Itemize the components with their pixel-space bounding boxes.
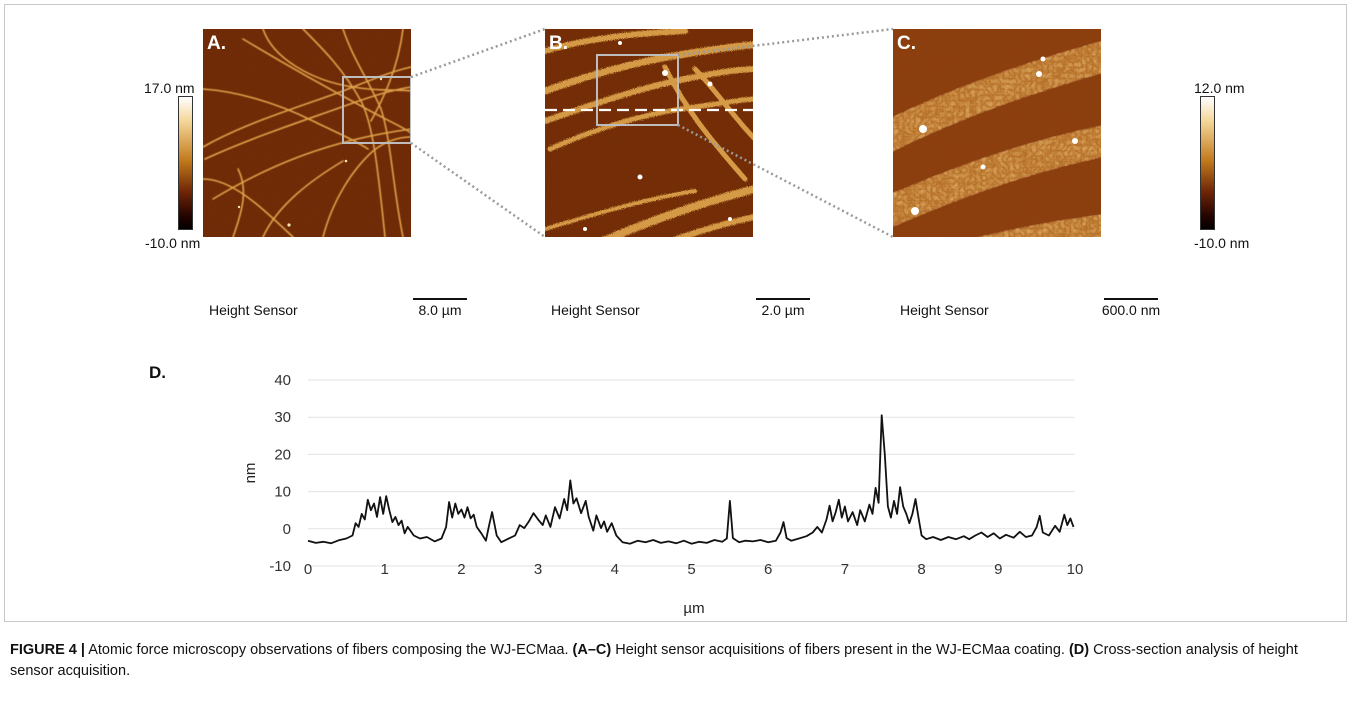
y-tick-label: 30	[274, 409, 291, 426]
caption-text-2: Height sensor acquisitions of fibers pre…	[611, 642, 1069, 658]
x-tick-label: 1	[381, 561, 389, 578]
panel-c-scalebar	[1104, 298, 1158, 300]
x-tick-label: 9	[994, 561, 1002, 578]
x-tick-label: 7	[841, 561, 849, 578]
x-tick-label: 8	[917, 561, 925, 578]
panel-c-label: C.	[897, 33, 916, 54]
afm-panel-c: C.	[893, 29, 1101, 237]
colorbar1-max: 17.0 nm	[144, 80, 195, 96]
panel-a-scalebar	[413, 298, 467, 300]
panel-c-scale: 600.0 nm	[1101, 302, 1161, 318]
colorbar2-min: -10.0 nm	[1194, 235, 1250, 251]
caption-bold-2: (D)	[1068, 642, 1090, 658]
panel-b-sensor: Height Sensor	[551, 302, 640, 318]
colorbar1	[178, 96, 193, 230]
afm-panel-b: B.	[545, 29, 753, 237]
y-tick-label: -10	[269, 558, 291, 575]
x-axis-label: µm	[683, 600, 704, 617]
panel-a-sensor: Height Sensor	[209, 302, 298, 318]
chart-y-ticks: -10 0 10 20 30 40	[269, 372, 291, 575]
panel-b-scalebar	[756, 298, 810, 300]
figure-frame	[4, 4, 1347, 622]
panel-c-sensor: Height Sensor	[900, 302, 989, 318]
colorbar2	[1200, 96, 1215, 230]
panel-b-scale: 2.0 µm	[761, 302, 805, 318]
caption-text-1: Atomic force microscopy observations of …	[84, 642, 573, 658]
y-axis-label: nm	[242, 463, 259, 484]
panel-a-label: A.	[207, 33, 226, 54]
chart-x-ticks: 0 1 2 3 4 5 6 7 8 9 10	[304, 561, 1084, 578]
colorbar1-min: -10.0 nm	[145, 235, 201, 251]
caption-text-3: Cross-section analysis of height sensor …	[10, 642, 1298, 679]
panel-a-scale: 8.0 µm	[418, 302, 462, 318]
panel-d-label: D.	[149, 363, 166, 382]
panel-b-label: B.	[549, 33, 568, 54]
y-tick-label: 10	[274, 484, 291, 501]
afm-panel-a: A.	[203, 29, 411, 237]
series-line	[307, 414, 1075, 545]
colorbar2-max: 12.0 nm	[1194, 80, 1245, 96]
x-tick-label: 10	[1067, 561, 1084, 578]
x-tick-label: 5	[687, 561, 695, 578]
zoom-connectors	[410, 27, 894, 239]
x-tick-label: 2	[457, 561, 465, 578]
x-tick-label: 3	[534, 561, 542, 578]
y-tick-label: 40	[274, 372, 291, 389]
y-tick-label: 0	[283, 521, 291, 538]
x-tick-label: 6	[764, 561, 772, 578]
caption-bold-1: (A–C)	[572, 642, 612, 658]
chart-gridlines	[308, 379, 1075, 567]
caption-figure-number: FIGURE 4 |	[10, 642, 85, 658]
y-tick-label: 20	[274, 446, 291, 463]
figure-caption: FIGURE 4 | Atomic force microscopy obser…	[10, 640, 1340, 682]
cross-section-chart: -10 0 10 20 30 40 0 1 2 3 4 5 6 7 8 9 10 nm µm	[242, 372, 1084, 617]
x-tick-label: 0	[304, 561, 312, 578]
x-tick-label: 4	[611, 561, 619, 578]
